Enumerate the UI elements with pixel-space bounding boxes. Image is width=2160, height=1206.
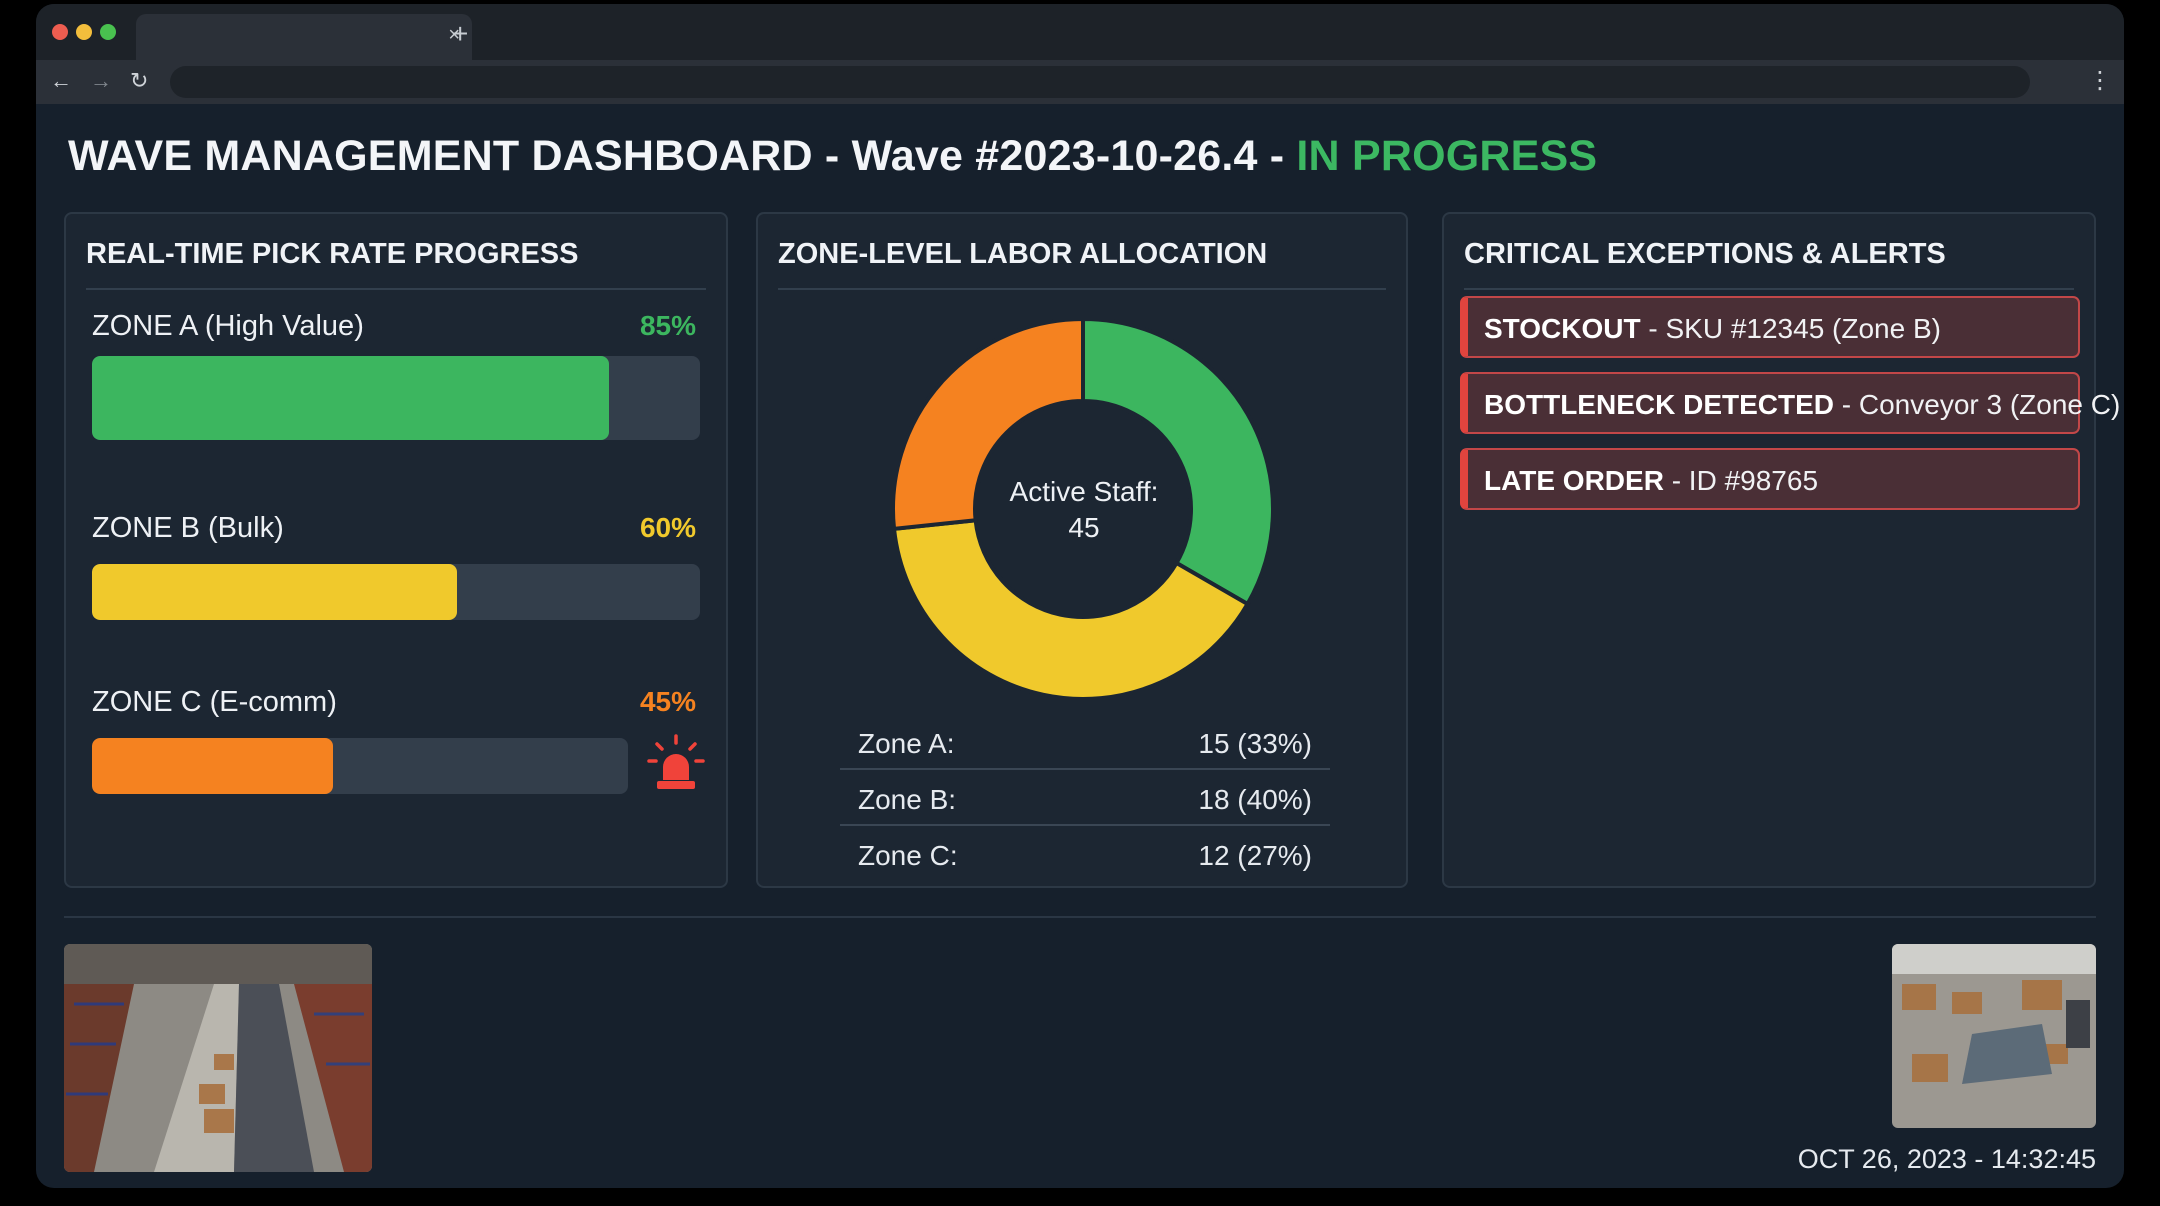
zone-b-progress-bar xyxy=(92,564,700,620)
alert-type: BOTTLENECK DETECTED xyxy=(1484,389,1834,420)
table-row: Zone C: 12 (27%) xyxy=(840,826,1330,882)
table-row: Zone B: 18 (40%) xyxy=(840,770,1330,826)
zone-a-percent: 85% xyxy=(639,310,696,341)
timestamp: OCT 26, 2023 - 14:32:45 xyxy=(1797,1144,2096,1174)
alert-detail: - SKU #12345 (Zone B) xyxy=(1640,313,1941,344)
page-title-text: WAVE MANAGEMENT DASHBOARD - Wave #2023-1… xyxy=(68,132,1297,180)
browser-toolbar: ← → ↻ ⋮ xyxy=(36,60,2124,104)
panel-title: ZONE-LEVEL LABOR ALLOCATION xyxy=(778,238,1386,290)
alert-item[interactable]: STOCKOUT - SKU #12345 (Zone B) xyxy=(1460,296,2080,358)
tab-bar: × + xyxy=(36,4,2124,60)
zone-a-progress-bar xyxy=(92,356,700,440)
active-staff-label: Active Staff: xyxy=(1009,476,1159,507)
allocation-table: Zone A: 15 (33%) Zone B: 18 (40%) Zone C… xyxy=(840,714,1330,882)
donut-center-label: Active Staff: 45 xyxy=(948,474,1220,546)
maximize-window-button[interactable] xyxy=(100,24,116,40)
zone-a-progress-fill xyxy=(92,356,609,440)
panel-title: REAL-TIME PICK RATE PROGRESS xyxy=(86,238,706,290)
alert-type: STOCKOUT xyxy=(1484,313,1641,344)
panel-title: CRITICAL EXCEPTIONS & ALERTS xyxy=(1464,238,2074,290)
labor-donut-chart xyxy=(891,316,1275,701)
browser-window: × + ← → ↻ ⋮ WAVE MANAGEMENT DASHBOARD - … xyxy=(36,4,2124,1188)
camera-feed-1[interactable] xyxy=(64,944,372,1172)
alert-type: LATE ORDER xyxy=(1484,465,1664,496)
zone-b-label: ZONE B (Bulk) xyxy=(92,512,284,544)
pick-rate-panel: REAL-TIME PICK RATE PROGRESS ZONE A (Hig… xyxy=(64,212,728,888)
table-row: Zone A: 15 (33%) xyxy=(840,714,1330,770)
row-label: Zone A: xyxy=(858,728,955,759)
zone-c-progress-fill xyxy=(92,738,334,794)
zone-c-label: ZONE C (E-comm) xyxy=(92,686,337,718)
new-tab-button[interactable]: + xyxy=(452,18,469,49)
row-value: 18 (40%) xyxy=(1198,784,1312,815)
zone-c-progress-bar xyxy=(92,738,628,794)
page-title: WAVE MANAGEMENT DASHBOARD - Wave #2023-1… xyxy=(68,132,1597,181)
donut-slice-zone-c xyxy=(891,316,1085,532)
section-divider xyxy=(64,916,2096,918)
active-staff-value: 45 xyxy=(1068,512,1100,543)
camera-feed-2[interactable] xyxy=(1892,944,2096,1128)
zone-a-label: ZONE A (High Value) xyxy=(92,310,364,342)
address-bar[interactable] xyxy=(170,66,2030,98)
alert-detail: - ID #98765 xyxy=(1663,465,1819,496)
donut-slice-zone-a xyxy=(1081,316,1275,607)
browser-tab[interactable]: × xyxy=(136,14,472,60)
wave-status: IN PROGRESS xyxy=(1296,132,1598,180)
alert-item[interactable]: LATE ORDER - ID #98765 xyxy=(1460,448,2080,510)
labor-allocation-panel: ZONE-LEVEL LABOR ALLOCATION Active Staff… xyxy=(756,212,1408,888)
forward-arrow-icon[interactable]: → xyxy=(90,68,112,93)
donut-slice-zone-b xyxy=(891,518,1251,701)
browser-menu-icon[interactable]: ⋮ xyxy=(2088,67,2112,94)
alert-item[interactable]: BOTTLENECK DETECTED - Conveyor 3 (Zone C… xyxy=(1460,372,2120,434)
close-window-button[interactable] xyxy=(52,24,68,40)
row-label: Zone B: xyxy=(858,784,957,815)
zone-c-percent: 45% xyxy=(639,686,696,717)
alerts-panel: CRITICAL EXCEPTIONS & ALERTS STOCKOUT - … xyxy=(1442,212,2120,888)
alert-detail: - Conveyor 3 (Zone C) xyxy=(1834,389,2121,420)
close-tab-icon[interactable]: × xyxy=(448,24,460,46)
row-value: 12 (27%) xyxy=(1198,840,1312,871)
alarm-siren-icon[interactable] xyxy=(646,734,706,794)
reload-icon[interactable]: ↻ xyxy=(130,68,149,93)
minimize-window-button[interactable] xyxy=(76,24,92,40)
zone-b-percent: 60% xyxy=(639,512,696,543)
row-label: Zone C: xyxy=(858,840,958,871)
back-arrow-icon[interactable]: ← xyxy=(50,68,72,93)
zone-b-progress-fill xyxy=(92,564,457,620)
row-value: 15 (33%) xyxy=(1198,728,1312,759)
